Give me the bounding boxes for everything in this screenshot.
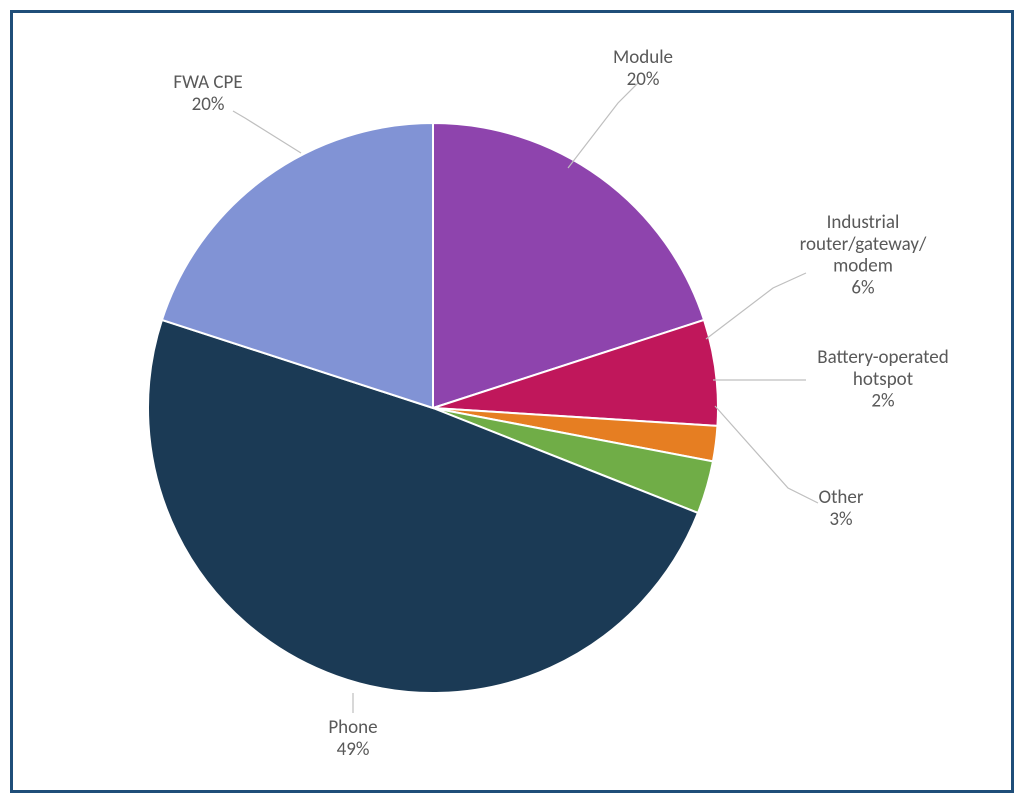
slice-label: hotspot [853, 368, 914, 391]
slice-label: router/gateway/ [800, 233, 927, 256]
pie-chart: Module20%Industrialrouter/gateway/modem6… [13, 13, 1011, 790]
slice-label: Phone [328, 716, 377, 739]
slice-label: FWA CPE [173, 71, 242, 94]
chart-frame: Module20%Industrialrouter/gateway/modem6… [10, 10, 1014, 793]
slice-label: 2% [871, 390, 894, 413]
slice-label: modem [833, 255, 893, 278]
slice-label: 20% [192, 93, 225, 116]
slice-label: Module [613, 46, 673, 69]
leader-line [568, 83, 638, 168]
leader-line [715, 406, 818, 503]
slice-label: 49% [337, 738, 370, 761]
slice-label: Industrial [827, 211, 900, 234]
leader-line [233, 111, 301, 153]
slice-label: 20% [627, 68, 660, 91]
slice-label: 6% [851, 277, 874, 300]
leader-line [706, 273, 806, 339]
slice-label: 3% [829, 508, 852, 531]
slice-label: Battery-operated [817, 346, 949, 369]
slice-label: Other [818, 486, 863, 509]
